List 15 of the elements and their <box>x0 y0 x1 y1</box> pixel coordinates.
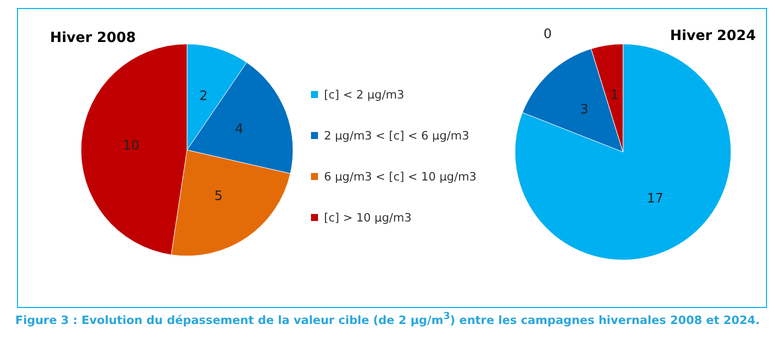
caption: Figure 3 : Evolution du dépassement de la valeur cible (de 2 µg/m$^{3}$) entre les campagnes hivernales 2008 et 2024. <box>14 311 761 327</box>
data-label: 1 <box>610 88 619 104</box>
legend-label: [c] > 10 µg/m3 <box>324 210 412 224</box>
data-label: 5 <box>214 188 223 204</box>
legend-label: 6 µg/m3 < [c] < 10 µg/m3 <box>324 170 476 184</box>
data-label: 17 <box>646 192 664 207</box>
data-label: 3 <box>580 102 588 118</box>
legend-label: 2 µg/m3 < [c] < 6 µg/m3 <box>324 128 470 142</box>
chart-title: Hiver 2024 <box>670 28 756 44</box>
legend-label: [c] < 2 µg/m3 <box>324 88 404 102</box>
data-label: 4 <box>234 122 244 138</box>
chart-title: Hiver 2008 <box>50 30 136 46</box>
data-label: 10 <box>122 138 140 154</box>
data-label: 2 <box>199 88 208 104</box>
text: 0 <box>543 26 552 42</box>
